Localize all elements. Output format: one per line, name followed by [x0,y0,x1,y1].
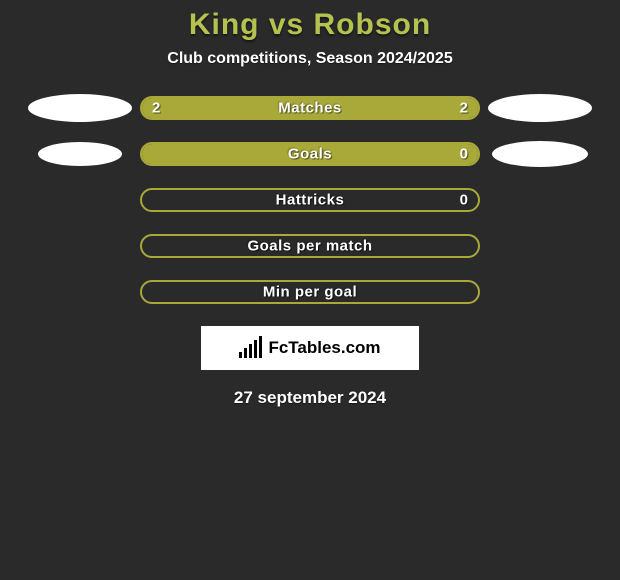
stat-label: Goals [142,146,478,163]
stat-row: Min per goal [0,280,620,304]
snapshot-date: 27 september 2024 [0,388,620,408]
player-ellipse-icon [488,94,592,122]
source-logo: FcTables.com [201,326,419,370]
player-ellipse-icon [492,141,588,167]
player-ellipse-icon [28,94,132,122]
stat-label: Hattricks [142,192,478,209]
logo-bars-icon [239,338,262,358]
stat-bar: 0Goals [140,142,480,166]
stat-row: 0Goals [0,142,620,166]
left-player-marker [20,142,140,166]
right-player-marker [480,141,600,167]
right-player-marker [480,94,600,122]
left-player-marker [20,94,140,122]
stat-row: Goals per match [0,234,620,258]
stat-label: Min per goal [142,284,478,301]
stat-bar: Goals per match [140,234,480,258]
stat-row: 0Hattricks [0,188,620,212]
page-subtitle: Club competitions, Season 2024/2025 [0,50,620,68]
stat-rows: 22Matches 0Goals 0Hattricks Goals per match… [0,96,620,304]
logo-text: FcTables.com [268,338,380,358]
player-ellipse-icon [38,142,122,166]
stat-bar: 22Matches [140,96,480,120]
stat-label: Goals per match [142,238,478,255]
page-title: King vs Robson [0,8,620,42]
stat-bar: Min per goal [140,280,480,304]
stat-row: 22Matches [0,96,620,120]
comparison-card: King vs Robson Club competitions, Season… [0,0,620,408]
stat-label: Matches [142,100,478,117]
stat-bar: 0Hattricks [140,188,480,212]
